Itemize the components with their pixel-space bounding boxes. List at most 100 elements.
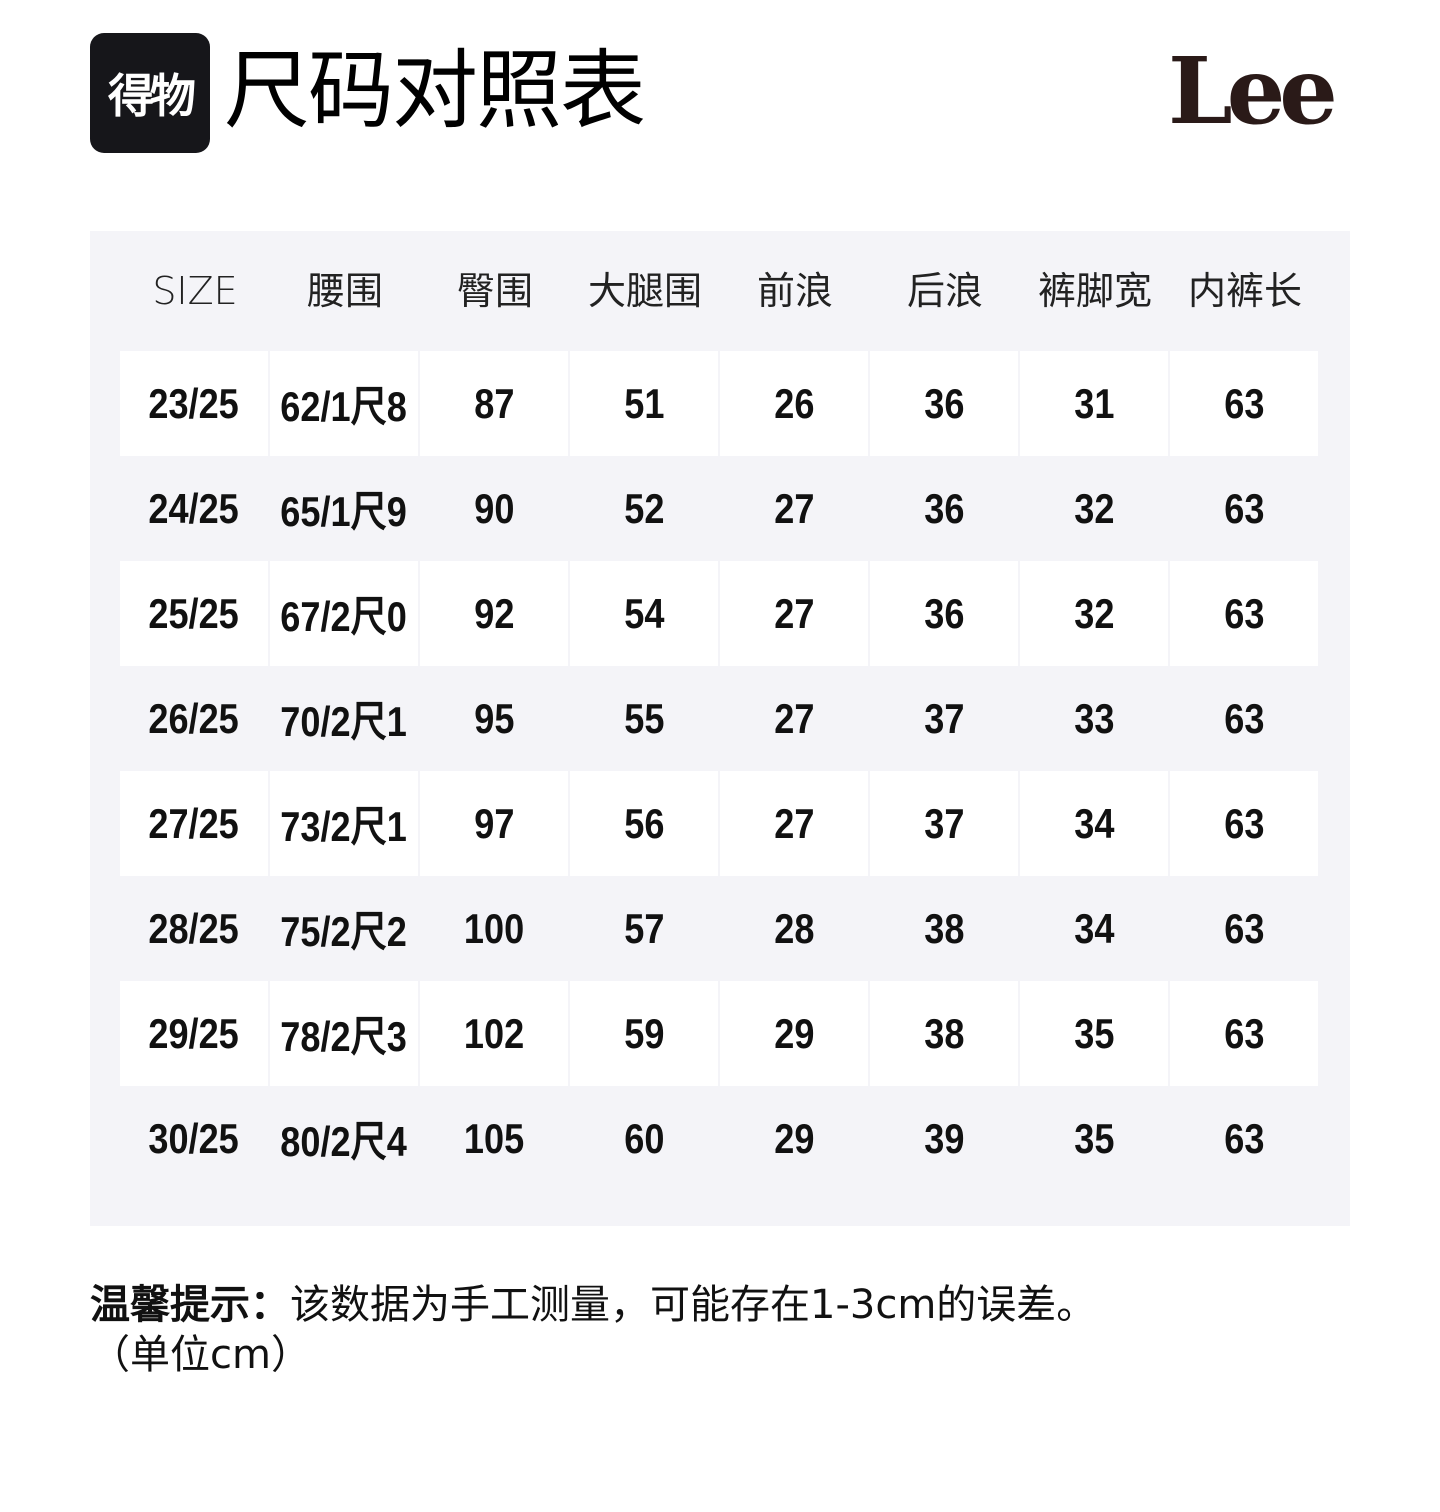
- cell-value: 29/25: [148, 1009, 240, 1057]
- cell-value: 97: [473, 799, 515, 847]
- cell-value: 37: [923, 694, 965, 742]
- cell-value: 63: [1223, 484, 1265, 532]
- table-cell: 102: [420, 981, 568, 1086]
- cell-value: 36: [923, 589, 965, 637]
- cell-value: 26: [773, 379, 815, 427]
- table-cell: 27: [720, 456, 868, 561]
- cell-value: 39: [923, 1114, 965, 1162]
- cell-value: 92: [473, 589, 515, 637]
- cell-value: 54: [623, 589, 665, 637]
- cell-value: 78/2尺3: [280, 1013, 408, 1060]
- table-cell: 90: [420, 456, 568, 561]
- table-cell: 36: [870, 561, 1018, 666]
- table-cell: 78/2尺3: [270, 981, 418, 1086]
- cell-value: 30/25: [148, 1114, 240, 1162]
- cell-value: 102: [463, 1009, 525, 1057]
- cell-value: 27: [773, 589, 815, 637]
- table-cell: 63: [1170, 876, 1318, 981]
- cell-value: 27: [773, 694, 815, 742]
- cell-value: 63: [1223, 379, 1265, 427]
- cell-value: 63: [1223, 694, 1265, 742]
- table-cell: 63: [1170, 666, 1318, 771]
- table-cell: 23/25: [120, 351, 268, 456]
- page-title: 尺码对照表: [224, 41, 646, 141]
- table-row: 24/25 65/1尺9 90 52 27 36 32 63: [120, 456, 1320, 561]
- cell-value: 90: [473, 484, 515, 532]
- cell-value: 63: [1223, 799, 1265, 847]
- cell-value: 33: [1073, 694, 1115, 742]
- cell-value: 28: [773, 904, 815, 952]
- disclaimer-note: 温馨提示：该数据为手工测量，可能存在1-3cm的误差。 （单位cm）: [90, 1280, 1096, 1380]
- table-cell: 63: [1170, 981, 1318, 1086]
- table-row: 25/25 67/2尺0 92 54 27 36 32 63: [120, 561, 1320, 666]
- table-cell: 56: [570, 771, 718, 876]
- table-cell: 63: [1170, 456, 1318, 561]
- cell-value: 25/25: [148, 589, 240, 637]
- cell-value: 51: [623, 379, 665, 427]
- column-header: 后浪: [906, 269, 983, 313]
- cell-value: 80/2尺4: [280, 1118, 408, 1165]
- table-cell: 65/1尺9: [270, 456, 418, 561]
- table-row: 23/25 62/1尺8 87 51 26 36 31 63: [120, 351, 1320, 456]
- table-cell: 36: [870, 351, 1018, 456]
- table-cell: 30/25: [120, 1086, 268, 1191]
- table-cell: 62/1尺8: [270, 351, 418, 456]
- table-cell: 51: [570, 351, 718, 456]
- cell-value: 29: [773, 1009, 815, 1057]
- table-cell: 80/2尺4: [270, 1086, 418, 1191]
- table-cell: 33: [1020, 666, 1168, 771]
- table-cell: 63: [1170, 1086, 1318, 1191]
- cell-value: 29: [773, 1114, 815, 1162]
- cell-value: 28/25: [148, 904, 240, 952]
- column-header: 内裤长: [1187, 269, 1302, 313]
- cell-value: 57: [623, 904, 665, 952]
- table-cell: 27: [720, 771, 868, 876]
- cell-value: 36: [923, 484, 965, 532]
- table-row: 28/25 75/2尺2 100 57 28 38 34 63: [120, 876, 1320, 981]
- table-cell: 59: [570, 981, 718, 1086]
- unit-text: （单位cm）: [90, 1332, 311, 1378]
- cell-value: 60: [623, 1114, 665, 1162]
- table-cell: 100: [420, 876, 568, 981]
- cell-value: 27: [773, 484, 815, 532]
- table-cell: 38: [870, 981, 1018, 1086]
- cell-value: 95: [473, 694, 515, 742]
- table-cell: 38: [870, 876, 1018, 981]
- cell-value: 70/2尺1: [280, 698, 408, 745]
- table-row: 27/25 73/2尺1 97 56 27 37 34 63: [120, 771, 1320, 876]
- cell-value: 52: [623, 484, 665, 532]
- table-cell: 26/25: [120, 666, 268, 771]
- table-cell: 34: [1020, 771, 1168, 876]
- cell-value: 73/2尺1: [280, 803, 408, 850]
- table-cell: 57: [570, 876, 718, 981]
- table-cell: 63: [1170, 561, 1318, 666]
- table-cell: 52: [570, 456, 718, 561]
- cell-value: 32: [1073, 484, 1115, 532]
- table-cell: 95: [420, 666, 568, 771]
- note-label: 温馨提示：: [90, 1282, 290, 1328]
- cell-value: 59: [623, 1009, 665, 1057]
- cell-value: 36: [923, 379, 965, 427]
- table-cell: 35: [1020, 981, 1168, 1086]
- table-cell: 36: [870, 456, 1018, 561]
- note-text: 该数据为手工测量，可能存在1-3cm的误差。: [290, 1282, 1097, 1328]
- cell-value: 32: [1073, 589, 1115, 637]
- cell-value: 31: [1073, 379, 1115, 427]
- cell-value: 56: [623, 799, 665, 847]
- dewu-logo-badge: 得物: [90, 33, 210, 153]
- cell-value: 24/25: [148, 484, 240, 532]
- cell-value: 63: [1223, 1009, 1265, 1057]
- table-cell: 63: [1170, 351, 1318, 456]
- table-cell: 92: [420, 561, 568, 666]
- table-cell: 27: [720, 666, 868, 771]
- cell-value: 23/25: [148, 379, 240, 427]
- table-cell: 29: [720, 1086, 868, 1191]
- badge-text: 得物: [108, 69, 196, 123]
- cell-value: 63: [1223, 1114, 1265, 1162]
- cell-value: 27: [773, 799, 815, 847]
- table-cell: 97: [420, 771, 568, 876]
- table-cell: 25/25: [120, 561, 268, 666]
- table-cell: 55: [570, 666, 718, 771]
- cell-value: 62/1尺8: [280, 383, 408, 430]
- table-cell: 31: [1020, 351, 1168, 456]
